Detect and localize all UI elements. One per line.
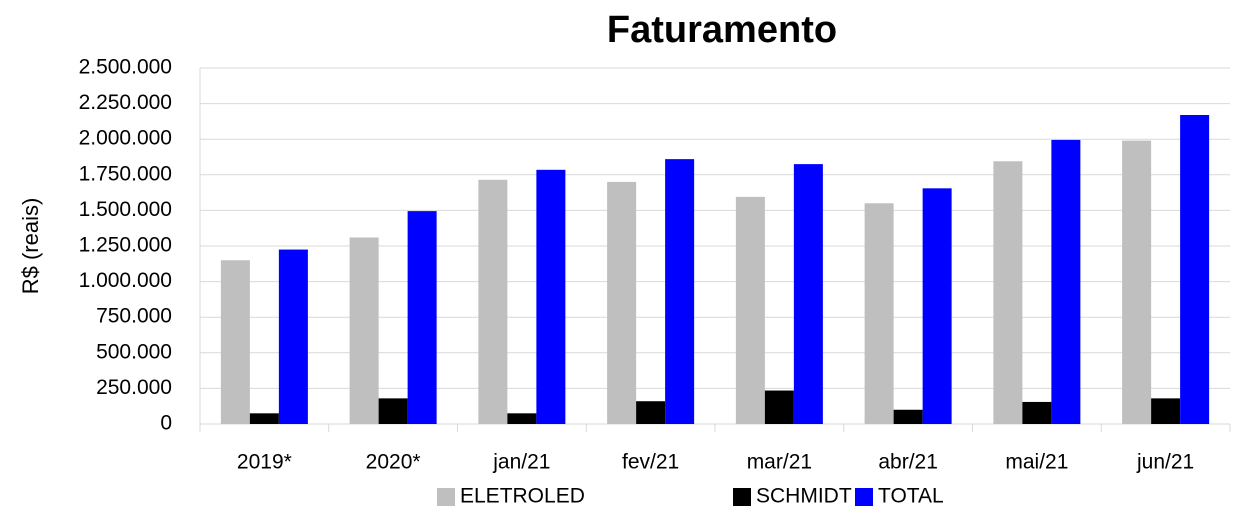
legend-label: ELETROLED	[460, 485, 585, 508]
y-tick-label: 1.500.000	[79, 198, 172, 221]
legend-label: SCHMIDT	[756, 485, 852, 508]
bar	[478, 179, 508, 424]
x-tick-label: fev/21	[622, 451, 679, 474]
bar	[349, 237, 379, 424]
y-tick-label: 250.000	[96, 376, 172, 399]
bar	[864, 203, 894, 424]
bar	[378, 398, 408, 424]
x-tick-label: 2019*	[237, 451, 292, 474]
bar	[793, 164, 823, 424]
bar	[1051, 139, 1081, 425]
y-tick-label: 0	[160, 412, 172, 435]
y-tick-label: 2.000.000	[79, 127, 172, 150]
legend-swatch	[437, 488, 455, 506]
x-tick-label: jun/21	[1136, 451, 1194, 474]
chart-title: Faturamento	[607, 9, 837, 51]
bar	[536, 169, 566, 424]
legend-swatch	[733, 488, 751, 506]
legend-label: TOTAL	[878, 485, 944, 508]
bar	[249, 413, 279, 424]
y-axis-label: R$ (reais)	[18, 198, 43, 295]
bar	[607, 181, 637, 424]
bar	[1180, 114, 1210, 424]
bar	[764, 390, 794, 424]
x-tick-label: mai/21	[1005, 451, 1068, 474]
x-tick-label: mar/21	[747, 451, 812, 474]
y-tick-label: 750.000	[96, 305, 172, 328]
bar	[1122, 140, 1152, 424]
y-tick-label: 1.000.000	[79, 269, 172, 292]
bar	[1151, 398, 1181, 424]
bar	[922, 188, 952, 424]
bar	[220, 260, 250, 424]
bar	[507, 413, 537, 424]
bar	[278, 249, 308, 424]
x-tick-label: abr/21	[878, 451, 938, 474]
bar	[636, 401, 666, 424]
x-tick-label: 2020*	[366, 451, 421, 474]
y-tick-label: 2.500.000	[79, 56, 172, 79]
bar	[1022, 401, 1052, 424]
bar	[407, 211, 437, 424]
x-tick-label: jan/21	[492, 451, 550, 474]
y-tick-label: 1.250.000	[79, 234, 172, 257]
bar	[893, 409, 923, 424]
y-tick-label: 1.750.000	[79, 162, 172, 185]
bar	[993, 161, 1023, 424]
legend-swatch	[855, 488, 873, 506]
bar	[665, 159, 695, 425]
y-tick-label: 500.000	[96, 340, 172, 363]
y-tick-label: 2.250.000	[79, 91, 172, 114]
bar	[735, 196, 765, 424]
